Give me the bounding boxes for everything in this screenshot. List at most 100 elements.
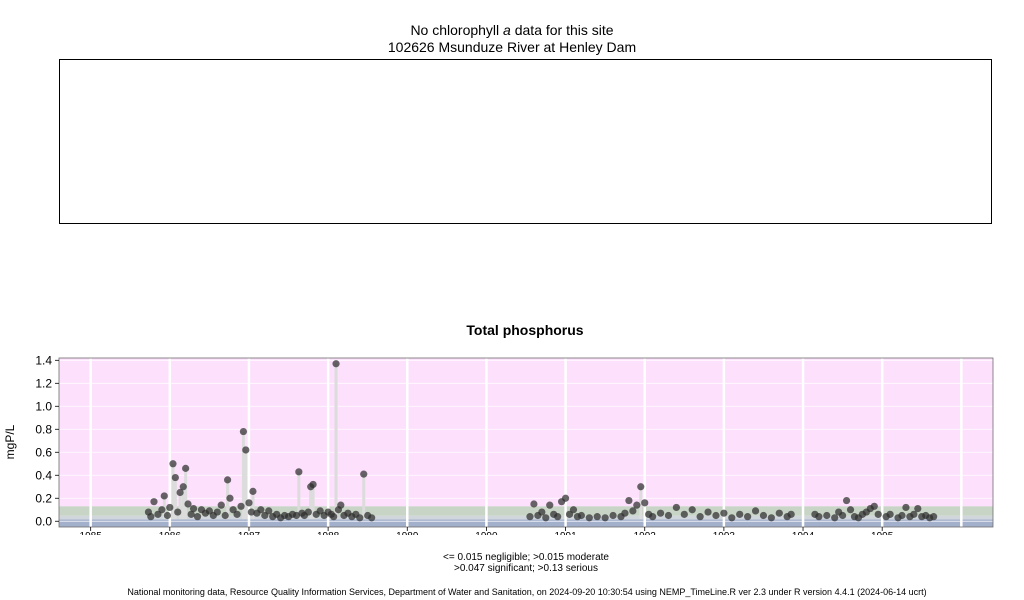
- data-point: [530, 500, 538, 508]
- data-point: [633, 501, 641, 509]
- data-point: [337, 501, 345, 509]
- data-point: [176, 488, 184, 497]
- y-tick-label: 0.0: [35, 514, 52, 528]
- data-point: [649, 513, 657, 521]
- site-title: 102626 Msunduze River at Henley Dam: [387, 39, 637, 55]
- data-point: [179, 483, 187, 491]
- data-point: [870, 502, 878, 510]
- serious-band: [59, 358, 993, 507]
- legend-line-1: <= 0.015 negligible; >0.015 moderate: [443, 552, 609, 563]
- data-point: [886, 510, 894, 518]
- x-tick-label: 1986: [159, 531, 182, 535]
- data-point: [629, 507, 637, 515]
- data-point: [842, 496, 851, 505]
- data-point: [664, 511, 673, 520]
- chart-title: Total phosphorus: [466, 322, 584, 338]
- data-point: [233, 510, 241, 518]
- data-point: [169, 460, 177, 468]
- data-point: [751, 507, 760, 515]
- data-point: [166, 503, 174, 512]
- negligible-band: [59, 519, 993, 527]
- data-point: [330, 513, 338, 521]
- data-point: [193, 513, 202, 521]
- data-point: [625, 496, 633, 505]
- data-point: [247, 508, 255, 516]
- data-point: [759, 511, 768, 520]
- x-tick-label: 1990: [475, 531, 498, 535]
- data-point: [265, 507, 273, 515]
- data-point: [538, 508, 546, 516]
- data-point: [585, 514, 593, 522]
- data-point: [163, 511, 172, 520]
- x-axis: 1985 1986 1987 1988 1989 1990 1991 1992 1993 1994…: [80, 527, 894, 535]
- x-tick-label: 1988: [317, 531, 340, 535]
- x-tick-label: 1993: [713, 531, 736, 535]
- data-point: [249, 487, 257, 495]
- data-point: [656, 509, 665, 517]
- y-axis-label: mgP/L: [3, 424, 17, 459]
- data-point: [158, 506, 166, 514]
- data-point: [160, 492, 168, 500]
- data-point: [542, 514, 550, 522]
- data-point: [304, 508, 312, 516]
- x-tick-label: 1985: [80, 531, 103, 535]
- data-point: [744, 513, 752, 521]
- data-point: [526, 513, 534, 521]
- data-point: [561, 494, 570, 502]
- data-point: [147, 513, 155, 521]
- data-point: [554, 513, 562, 521]
- legend-line-2: >0.047 significant; >0.13 serious: [454, 563, 598, 574]
- data-point: [736, 510, 744, 518]
- data-point: [309, 480, 317, 489]
- data-point: [237, 502, 245, 510]
- data-point: [356, 514, 364, 522]
- data-point: [295, 468, 303, 476]
- chlorophyll-title-italic: a: [503, 22, 511, 38]
- data-point: [839, 511, 847, 520]
- data-point: [569, 506, 578, 514]
- data-point: [787, 510, 795, 518]
- x-tick-label: 1989: [396, 531, 419, 535]
- data-point: [368, 514, 376, 522]
- data-point: [902, 503, 910, 512]
- x-tick-label: 1991: [554, 531, 577, 535]
- data-point: [189, 505, 198, 513]
- threshold-legend: <= 0.015 negligible; >0.015 moderate >0.…: [0, 552, 1024, 574]
- data-point: [292, 511, 301, 520]
- x-tick-label: 1987: [238, 531, 261, 535]
- data-point: [171, 473, 179, 482]
- data-point: [150, 498, 158, 506]
- data-point: [257, 506, 265, 514]
- data-point: [621, 509, 629, 517]
- empty-chlorophyll-panel: [59, 59, 992, 224]
- data-point: [672, 503, 680, 512]
- chlorophyll-title-prefix: No chlorophyll: [410, 22, 500, 38]
- data-point: [360, 470, 368, 478]
- y-tick-label: 1.2: [35, 376, 52, 390]
- y-tick-label: 1.0: [35, 399, 52, 413]
- data-point: [910, 510, 918, 518]
- data-point: [609, 511, 617, 520]
- data-point: [184, 500, 192, 508]
- data-point: [728, 514, 736, 522]
- plot-border: [58, 357, 994, 528]
- significant-band: [59, 506, 993, 516]
- data-point: [217, 501, 225, 509]
- data-point: [332, 360, 340, 368]
- chlorophyll-title: No chlorophyll a data for this site: [0, 22, 1024, 38]
- data-point: [720, 509, 728, 517]
- phosphorus-chart: 0.00.20.40.60.81.01.21.4 198519861987198…: [3, 353, 994, 535]
- gridlines: [59, 358, 993, 527]
- data-point: [680, 510, 688, 518]
- data-point: [846, 506, 855, 514]
- footer-credit: National monitoring data, Resource Quali…: [127, 587, 927, 597]
- data-point: [242, 446, 250, 454]
- data-point: [174, 508, 182, 516]
- data-point: [239, 427, 248, 436]
- moderate-band: [59, 515, 993, 520]
- data-point: [823, 511, 831, 520]
- data-point: [712, 511, 720, 520]
- data-point: [688, 506, 696, 514]
- plot-frame: [58, 357, 994, 528]
- data-point: [223, 476, 232, 484]
